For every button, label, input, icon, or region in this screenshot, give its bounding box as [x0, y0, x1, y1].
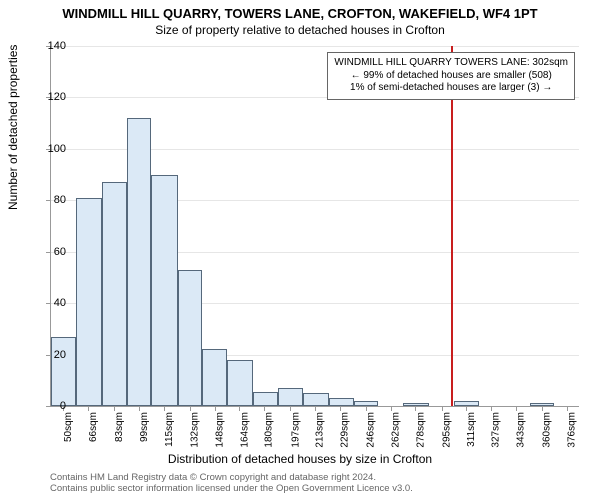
histogram-bar	[151, 175, 177, 406]
xtick-mark	[215, 406, 216, 411]
xtick-label: 164sqm	[239, 412, 250, 448]
xtick-label: 311sqm	[466, 412, 477, 447]
histogram-bar	[202, 349, 227, 406]
xtick-mark	[139, 406, 140, 411]
xtick-label: 278sqm	[415, 412, 426, 448]
xtick-label: 197sqm	[290, 412, 301, 448]
xtick-label: 295sqm	[442, 412, 453, 448]
xtick-mark	[491, 406, 492, 411]
plot-area: 50sqm66sqm83sqm99sqm115sqm132sqm148sqm16…	[50, 46, 579, 407]
xtick-label: 343sqm	[516, 412, 527, 448]
xtick-mark	[516, 406, 517, 411]
ytick-label: 20	[26, 349, 66, 361]
histogram-bar	[227, 360, 253, 406]
attribution-line: Contains HM Land Registry data © Crown c…	[50, 472, 413, 483]
xtick-mark	[290, 406, 291, 411]
xtick-mark	[340, 406, 341, 411]
xtick-mark	[442, 406, 443, 411]
xtick-label: 327sqm	[491, 412, 502, 448]
annotation-box: WINDMILL HILL QUARRY TOWERS LANE: 302sqm…	[327, 52, 575, 100]
xtick-mark	[542, 406, 543, 411]
ytick-label: 80	[26, 194, 66, 206]
xtick-label: 376sqm	[567, 412, 578, 448]
xtick-label: 83sqm	[114, 412, 125, 442]
ytick-label: 100	[26, 143, 66, 155]
xtick-label: 246sqm	[366, 412, 377, 448]
xtick-mark	[190, 406, 191, 411]
xtick-label: 50sqm	[63, 412, 74, 442]
y-axis-label: Number of detached properties	[6, 45, 20, 210]
page-title: WINDMILL HILL QUARRY, TOWERS LANE, CROFT…	[0, 0, 600, 21]
xtick-label: 115sqm	[164, 412, 175, 447]
attribution-line: Contains public sector information licen…	[50, 483, 413, 494]
histogram-bar	[102, 182, 127, 406]
ytick-label: 0	[26, 400, 66, 412]
annotation-line: ← 99% of detached houses are smaller (50…	[334, 70, 568, 83]
xtick-label: 99sqm	[139, 412, 150, 442]
ytick-label: 60	[26, 246, 66, 258]
xtick-mark	[391, 406, 392, 411]
histogram-bar	[329, 398, 354, 406]
gridline	[51, 46, 579, 47]
ytick-label: 140	[26, 40, 66, 52]
xtick-mark	[264, 406, 265, 411]
histogram-bar	[303, 393, 329, 406]
reference-line	[451, 46, 453, 406]
xtick-label: 66sqm	[88, 412, 99, 442]
xtick-mark	[239, 406, 240, 411]
page-subtitle: Size of property relative to detached ho…	[0, 21, 600, 37]
xtick-mark	[366, 406, 367, 411]
xtick-mark	[415, 406, 416, 411]
ytick-label: 40	[26, 297, 66, 309]
xtick-mark	[88, 406, 89, 411]
histogram-bar	[51, 337, 76, 406]
histogram-chart: 50sqm66sqm83sqm99sqm115sqm132sqm148sqm16…	[50, 46, 578, 406]
annotation-line: WINDMILL HILL QUARRY TOWERS LANE: 302sqm	[334, 57, 568, 70]
xtick-label: 262sqm	[391, 412, 402, 448]
ytick-label: 120	[26, 91, 66, 103]
xtick-mark	[567, 406, 568, 411]
xtick-mark	[466, 406, 467, 411]
xtick-mark	[164, 406, 165, 411]
xtick-label: 360sqm	[542, 412, 553, 448]
histogram-bar	[127, 118, 152, 406]
xtick-label: 148sqm	[215, 412, 226, 448]
xtick-label: 180sqm	[264, 412, 275, 448]
xtick-label: 213sqm	[315, 412, 326, 448]
xtick-label: 132sqm	[190, 412, 201, 448]
x-axis-label: Distribution of detached houses by size …	[0, 452, 600, 466]
xtick-mark	[315, 406, 316, 411]
attribution-text: Contains HM Land Registry data © Crown c…	[50, 472, 413, 495]
xtick-label: 229sqm	[340, 412, 351, 448]
histogram-bar	[253, 392, 278, 406]
histogram-bar	[178, 270, 203, 406]
xtick-mark	[114, 406, 115, 411]
histogram-bar	[76, 198, 102, 406]
annotation-line: 1% of semi-detached houses are larger (3…	[334, 82, 568, 95]
histogram-bar	[278, 388, 303, 406]
